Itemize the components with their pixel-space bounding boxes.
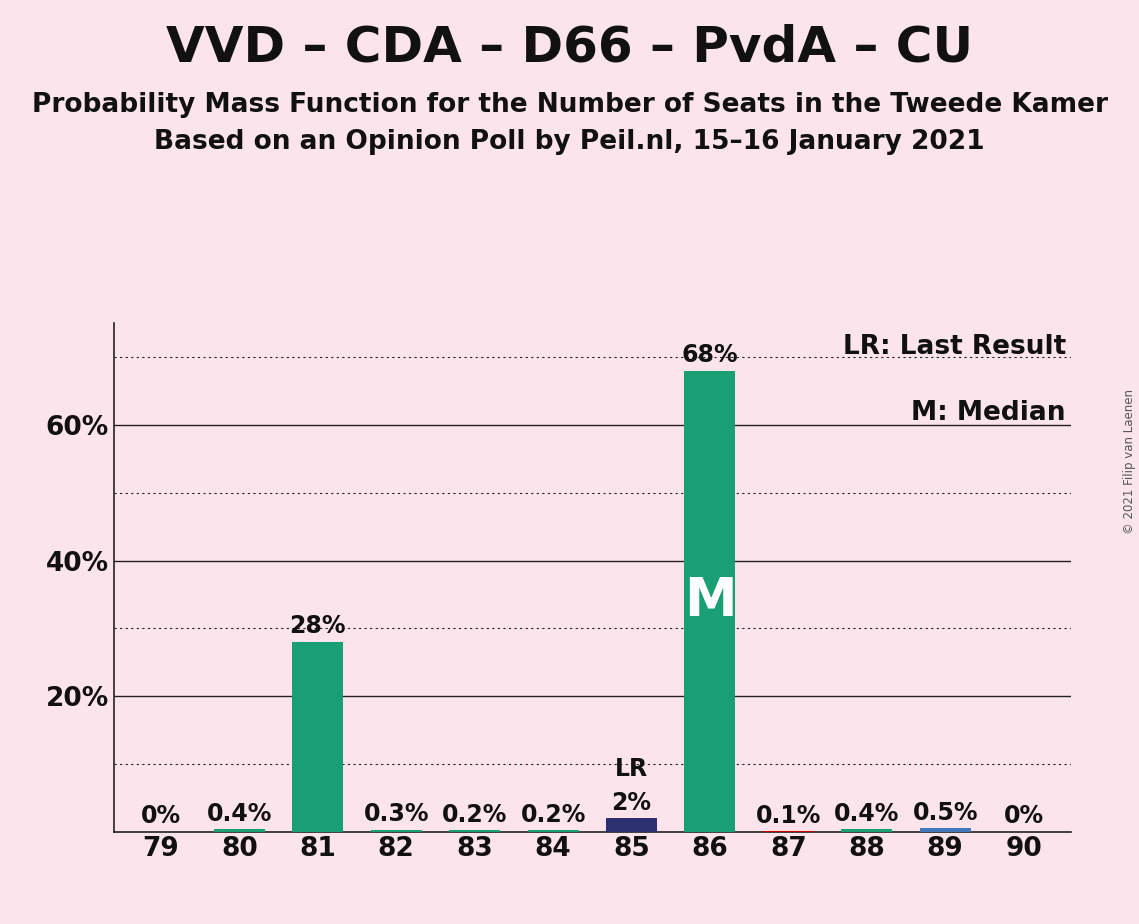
Bar <box>606 818 657 832</box>
Text: © 2021 Filip van Laenen: © 2021 Filip van Laenen <box>1123 390 1136 534</box>
Bar <box>919 828 970 832</box>
Text: 0%: 0% <box>1003 804 1043 828</box>
Text: M: M <box>683 576 736 627</box>
Bar <box>449 831 500 832</box>
Bar <box>293 642 343 832</box>
Text: 0.2%: 0.2% <box>442 803 507 827</box>
Text: Based on an Opinion Poll by Peil.nl, 15–16 January 2021: Based on an Opinion Poll by Peil.nl, 15–… <box>154 129 985 155</box>
Text: LR: LR <box>615 757 648 781</box>
Bar <box>842 829 892 832</box>
Bar <box>527 831 579 832</box>
Text: VVD – CDA – D66 – PvdA – CU: VVD – CDA – D66 – PvdA – CU <box>166 23 973 71</box>
Text: LR: Last Result: LR: Last Result <box>843 334 1066 359</box>
Text: 0.3%: 0.3% <box>363 802 429 826</box>
Text: 0%: 0% <box>141 804 181 828</box>
Text: 0.4%: 0.4% <box>834 801 900 825</box>
Text: 0.4%: 0.4% <box>206 801 272 825</box>
Text: 0.1%: 0.1% <box>755 804 821 828</box>
Text: 0.5%: 0.5% <box>912 801 978 825</box>
Bar <box>370 830 421 832</box>
Text: 0.2%: 0.2% <box>521 803 585 827</box>
Text: 28%: 28% <box>289 614 346 638</box>
Bar <box>214 829 265 832</box>
Text: 68%: 68% <box>681 344 738 368</box>
Text: Probability Mass Function for the Number of Seats in the Tweede Kamer: Probability Mass Function for the Number… <box>32 92 1107 118</box>
Text: 2%: 2% <box>612 791 652 815</box>
Bar <box>685 371 736 832</box>
Text: M: Median: M: Median <box>911 399 1066 426</box>
